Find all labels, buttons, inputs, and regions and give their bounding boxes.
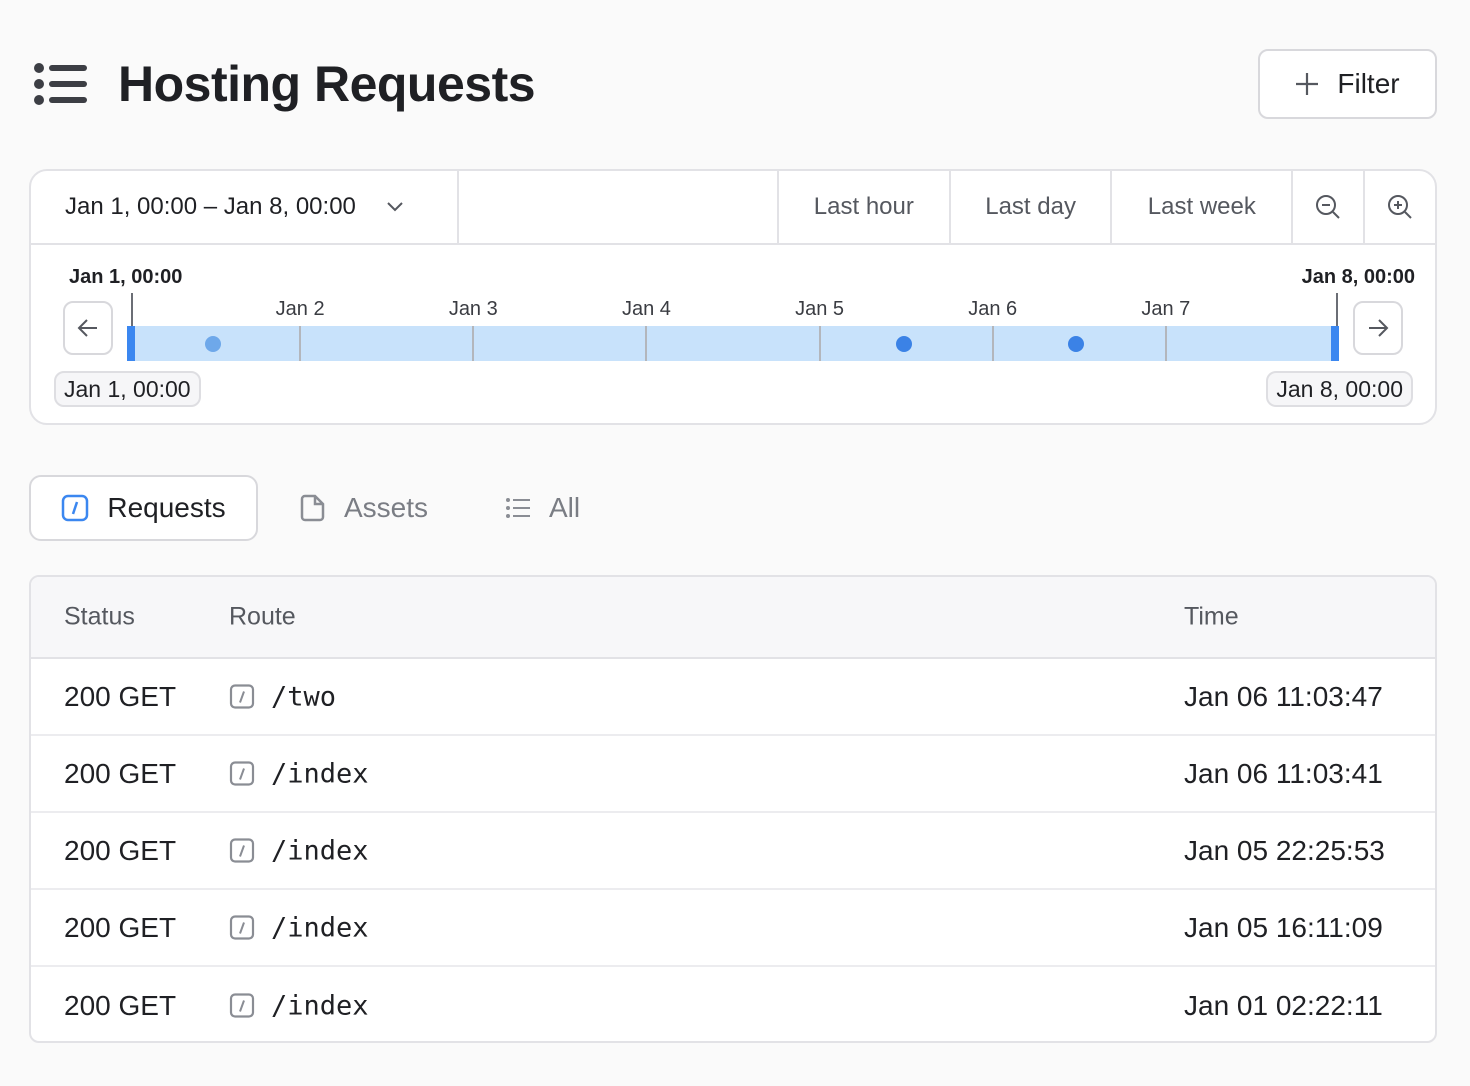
- tab-label: Assets: [344, 492, 429, 523]
- tick-mark: [299, 326, 302, 361]
- table-row[interactable]: 200 GET /index Jan 05 22:25:53: [31, 813, 1435, 890]
- tab-all[interactable]: All: [505, 475, 580, 541]
- tab-assets[interactable]: Assets: [300, 475, 428, 541]
- route-icon: [229, 838, 255, 863]
- event-dot[interactable]: [896, 336, 912, 352]
- route-cell: /index: [229, 990, 369, 1021]
- page-title: Hosting Requests: [118, 56, 536, 112]
- route-icon: [62, 494, 89, 522]
- time-cell: Jan 05 22:25:53: [1184, 834, 1385, 866]
- preset-last-day[interactable]: Last day: [951, 171, 1113, 243]
- file-icon: [300, 494, 325, 522]
- date-range-dropdown[interactable]: Jan 1, 00:00 – Jan 8, 00:00: [31, 171, 460, 243]
- route-path: /index: [271, 758, 369, 789]
- tick-label: Jan 6: [968, 298, 1018, 320]
- route-path: /two: [271, 681, 337, 712]
- status-cell: 200 GET: [64, 834, 177, 866]
- event-dot[interactable]: [1068, 336, 1084, 352]
- tab-requests[interactable]: Requests: [29, 475, 258, 541]
- route-path: /index: [271, 835, 369, 866]
- tick-mark: [1164, 326, 1167, 361]
- arrow-right-icon: [1369, 319, 1389, 337]
- requests-table: Status Route Time 200 GET /two Jan 06 11…: [29, 575, 1437, 1043]
- route-path: /index: [271, 912, 369, 943]
- tick-label: Jan 7: [1141, 298, 1191, 320]
- range-end-handle[interactable]: [1331, 326, 1339, 361]
- route-cell: /index: [229, 835, 369, 866]
- timeline-track[interactable]: [127, 326, 1339, 361]
- start-marker: [131, 293, 133, 328]
- chevron-down-icon: [387, 202, 403, 212]
- route-cell: /index: [229, 758, 369, 789]
- time-cell: Jan 06 11:03:41: [1184, 757, 1383, 789]
- start-time-pill[interactable]: Jan 1, 00:00: [54, 371, 201, 407]
- tick-label: Jan 3: [448, 298, 498, 320]
- end-marker: [1336, 293, 1338, 328]
- table-row[interactable]: 200 GET /index Jan 06 11:03:41: [31, 736, 1435, 813]
- table-row[interactable]: 200 GET /index Jan 05 16:11:09: [31, 890, 1435, 967]
- end-time-pill[interactable]: Jan 8, 00:00: [1266, 371, 1413, 407]
- column-time[interactable]: Time: [1184, 602, 1239, 631]
- tick-mark: [472, 326, 475, 361]
- route-cell: /two: [229, 681, 336, 712]
- zoom-out-button[interactable]: [1293, 171, 1366, 243]
- tick-label: Jan 5: [795, 298, 845, 320]
- tick-mark: [991, 326, 994, 361]
- status-cell: 200 GET: [64, 757, 177, 789]
- plus-icon: [1296, 73, 1319, 95]
- timeline-end-label: Jan 8, 00:00: [1301, 266, 1415, 288]
- route-path: /index: [271, 990, 369, 1021]
- filter-label: Filter: [1337, 68, 1400, 99]
- time-cell: Jan 06 11:03:47: [1184, 680, 1383, 712]
- zoom-out-icon: [1316, 195, 1340, 219]
- route-icon: [229, 761, 255, 786]
- list-icon: [34, 63, 87, 105]
- route-icon: [229, 993, 255, 1018]
- zoom-in-button[interactable]: [1365, 171, 1435, 243]
- list-icon: [506, 498, 530, 518]
- timeline-start-label: Jan 1, 00:00: [69, 266, 183, 288]
- event-dot[interactable]: [205, 336, 221, 352]
- status-cell: 200 GET: [64, 989, 177, 1021]
- column-route[interactable]: Route: [229, 602, 296, 631]
- table-row[interactable]: 200 GET /index Jan 01 02:22:11: [31, 967, 1435, 1041]
- table-row[interactable]: 200 GET /two Jan 06 11:03:47: [31, 659, 1435, 736]
- time-cell: Jan 05 16:11:09: [1184, 911, 1383, 943]
- previous-button[interactable]: [63, 301, 113, 355]
- status-cell: 200 GET: [64, 911, 177, 943]
- next-button[interactable]: [1353, 301, 1403, 355]
- preset-last-hour[interactable]: Last hour: [779, 171, 951, 243]
- route-icon: [229, 684, 255, 709]
- zoom-in-icon: [1388, 195, 1412, 219]
- tick-label: Jan 4: [621, 298, 671, 320]
- time-range-panel: Jan 1, 00:00 – Jan 8, 00:00 Last hour La…: [29, 169, 1437, 425]
- table-header: Status Route Time: [31, 577, 1435, 659]
- filter-button[interactable]: Filter: [1258, 49, 1437, 119]
- column-status[interactable]: Status: [64, 602, 135, 631]
- tick-mark: [818, 326, 821, 361]
- time-cell: Jan 01 02:22:11: [1184, 989, 1383, 1021]
- status-cell: 200 GET: [64, 680, 177, 712]
- arrow-left-icon: [77, 319, 97, 337]
- tick-mark: [645, 326, 648, 361]
- date-range-label: Jan 1, 00:00 – Jan 8, 00:00: [65, 193, 356, 220]
- toolbar-spacer: [459, 171, 779, 243]
- route-icon: [229, 915, 255, 940]
- range-start-handle[interactable]: [127, 326, 135, 361]
- tab-label: All: [549, 492, 581, 523]
- tick-label: Jan 2: [275, 298, 325, 320]
- preset-last-week[interactable]: Last week: [1112, 171, 1294, 243]
- tab-label: Requests: [107, 492, 226, 523]
- route-cell: /index: [229, 912, 369, 943]
